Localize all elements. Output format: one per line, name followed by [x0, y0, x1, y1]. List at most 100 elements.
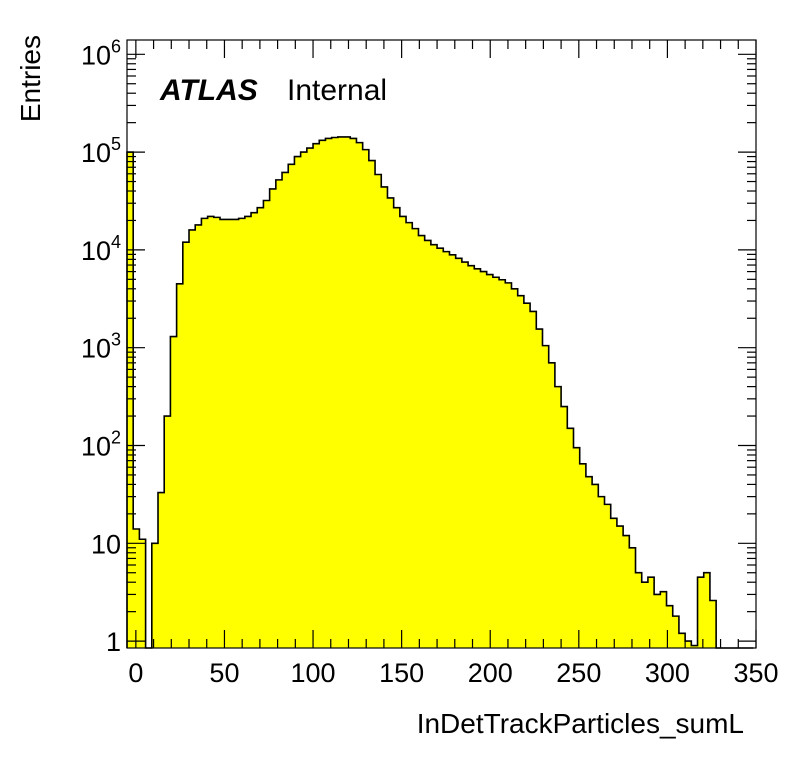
histogram-bar	[232, 219, 240, 649]
histogram-bar	[201, 218, 209, 648]
histogram-bar	[300, 152, 308, 648]
histogram-bar	[616, 526, 624, 648]
x-tick-label: 350	[733, 658, 778, 688]
y-tick-label: 104	[81, 232, 121, 266]
histogram-bar	[207, 216, 215, 648]
histogram-bar	[344, 136, 351, 648]
axis-ticks	[127, 40, 757, 648]
histogram-bar	[548, 362, 556, 648]
histogram-bar	[561, 406, 568, 648]
histogram-bar	[244, 216, 252, 648]
histogram-bar	[368, 160, 376, 648]
x-tick-label: 300	[645, 658, 690, 688]
histogram-bar	[530, 311, 537, 648]
histogram-bar	[449, 254, 457, 648]
histogram-bar	[430, 244, 438, 649]
histogram-bar	[647, 577, 655, 648]
histogram-bar	[511, 288, 519, 648]
histogram-bar	[319, 140, 326, 648]
histogram-bar	[288, 164, 295, 648]
histogram-bar	[666, 605, 674, 648]
histogram-bar	[486, 274, 494, 648]
histogram-bar	[213, 217, 221, 648]
histogram-bar	[523, 303, 531, 648]
histogram-bar	[133, 529, 140, 648]
histogram-bar	[480, 271, 488, 648]
histogram-bar	[641, 582, 649, 648]
x-tick-label: 0	[128, 658, 143, 688]
histogram-bar	[257, 207, 264, 648]
histogram-bar	[381, 186, 388, 648]
histogram-bar	[536, 329, 543, 648]
x-tick-label: 200	[468, 658, 513, 688]
histogram-bar	[393, 207, 401, 648]
histogram-bar	[660, 591, 668, 648]
histogram-bar	[443, 251, 450, 648]
histogram-bar	[195, 224, 202, 649]
plot-frame	[126, 39, 757, 649]
histogram-bar	[703, 572, 711, 648]
histogram-bar	[220, 219, 227, 649]
histogram-bar	[697, 577, 705, 648]
histogram-bar	[629, 547, 637, 648]
x-tick-label: 250	[556, 658, 601, 688]
histogram-bar	[685, 641, 692, 648]
x-tick-label: 50	[209, 658, 239, 688]
y-tick-label: 103	[81, 330, 121, 364]
histogram-bar	[406, 222, 413, 648]
histogram-bar	[517, 295, 525, 648]
histogram-bar	[269, 188, 277, 649]
histogram-bar	[492, 277, 500, 648]
histogram-bar	[337, 136, 345, 648]
histogram-bar	[505, 282, 512, 648]
histogram-bar	[554, 386, 562, 648]
histogram-bar	[182, 242, 190, 648]
histogram-bar	[331, 137, 339, 648]
histogram-bar	[356, 142, 364, 649]
histogram-bar	[542, 345, 550, 648]
histogram-bar	[238, 218, 246, 648]
histogram-outline	[126, 136, 754, 649]
histogram-bar	[635, 572, 643, 648]
x-tick-label: 150	[379, 658, 424, 688]
histogram-bar	[282, 172, 289, 649]
histogram-bar	[461, 262, 469, 648]
x-axis-title: InDetTrackParticles_sumL	[417, 708, 744, 739]
histogram-bar	[158, 492, 165, 648]
histogram-bar	[412, 228, 419, 648]
y-tick-label: 102	[81, 427, 121, 461]
histogram-bar	[672, 616, 680, 648]
y-tick-label: 105	[81, 134, 121, 168]
histogram-bar	[170, 336, 178, 648]
histogram-bar	[127, 152, 134, 648]
histogram-bar	[654, 594, 661, 648]
histogram-bar	[164, 416, 171, 648]
histogram-bar	[598, 496, 606, 648]
x-tick-labels: 0 50 100 150 200 250 300 350	[128, 658, 778, 688]
histogram-bar	[387, 197, 395, 649]
histogram-bar	[418, 235, 426, 649]
histogram-bar	[604, 504, 612, 648]
histogram-bar	[362, 149, 370, 648]
histogram-bar	[294, 156, 302, 649]
y-tick-label: 106	[81, 36, 121, 70]
histogram-bar	[306, 148, 314, 648]
histogram-bar	[313, 143, 320, 648]
x-tick-label: 100	[291, 658, 336, 688]
histogram-bar	[610, 518, 618, 648]
histogram-bar	[567, 428, 575, 648]
internal-label: Internal	[287, 74, 387, 107]
histogram-bar	[579, 463, 587, 648]
histogram-bar	[709, 600, 717, 648]
histogram-bar	[455, 258, 463, 648]
histogram-bar	[139, 539, 147, 648]
histogram-bar	[226, 219, 233, 649]
histogram-bar	[325, 138, 333, 648]
histogram-bar	[474, 268, 481, 648]
histogram-bar	[424, 240, 432, 648]
histogram-bar	[375, 174, 382, 648]
histogram-bar	[678, 633, 686, 648]
histogram-bar	[350, 138, 357, 648]
y-tick-label: 10	[91, 529, 121, 559]
